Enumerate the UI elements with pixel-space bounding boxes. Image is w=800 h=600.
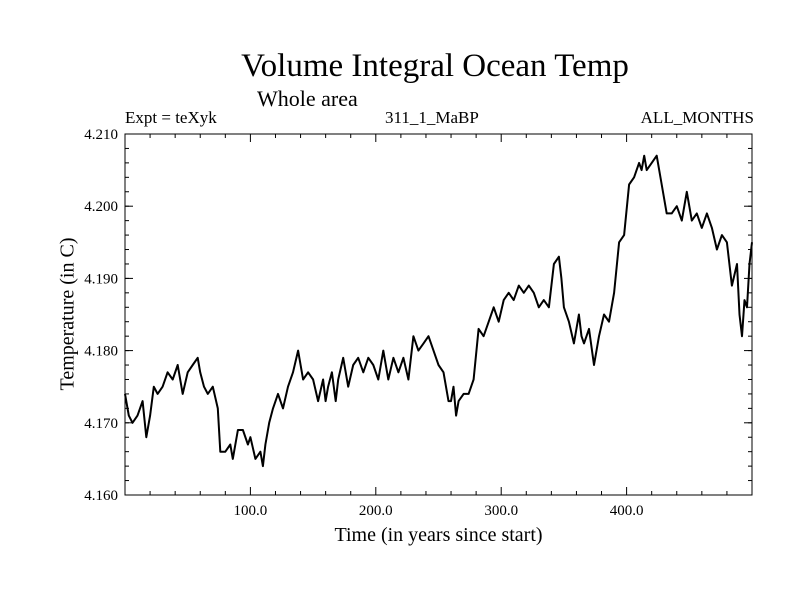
y-tick-label: 4.200 — [84, 199, 118, 215]
y-tick-label: 4.190 — [84, 271, 118, 287]
temperature-series-line — [124, 154, 753, 468]
axis-ticks: 4.160 4.170 4.180 4.190 4.200 4.210 100.0 200.0… — [84, 127, 752, 519]
experiment-label: Expt = teXyk — [125, 108, 217, 127]
chart-subtitle: Whole area — [257, 86, 358, 111]
y-tick-label: 4.180 — [84, 344, 118, 360]
y-tick-label: 4.160 — [84, 488, 118, 504]
x-tick-label: 300.0 — [484, 503, 518, 519]
y-axis-label: Temperature (in C) — [56, 237, 79, 391]
x-tick-label: 100.0 — [234, 503, 268, 519]
chart-title: Volume Integral Ocean Temp — [241, 48, 629, 84]
y-tick-label: 4.170 — [84, 416, 118, 432]
run-label: 311_1_MaBP — [385, 108, 479, 127]
x-axis-label: Time (in years since start) — [334, 524, 543, 546]
plot-frame — [124, 133, 753, 496]
x-tick-label: 200.0 — [359, 503, 393, 519]
y-tick-label: 4.210 — [84, 127, 118, 143]
series-group — [124, 154, 753, 468]
x-tick-label: 400.0 — [610, 503, 644, 519]
months-label: ALL_MONTHS — [640, 108, 754, 127]
